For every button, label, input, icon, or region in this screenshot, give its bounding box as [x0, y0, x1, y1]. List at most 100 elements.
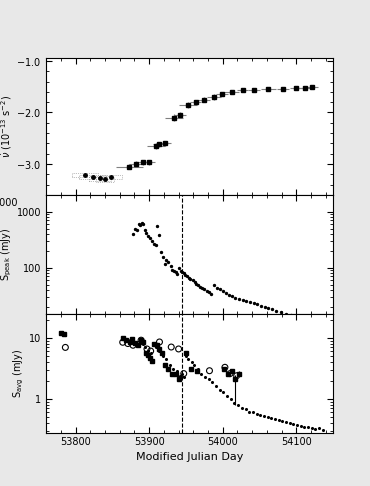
- Point: [204, 287, 209, 295]
- Point: [227, 370, 233, 378]
- Point: [138, 336, 144, 344]
- Point: [288, 312, 294, 319]
- Point: [234, 372, 240, 380]
- Point: [197, 283, 203, 291]
- Point: [206, 375, 212, 383]
- Point: [162, 260, 168, 268]
- Point: [125, 340, 131, 347]
- Point: [283, 418, 289, 426]
- Point: [235, 401, 241, 409]
- Point: [131, 340, 137, 347]
- Point: [157, 338, 162, 346]
- Point: [181, 269, 187, 277]
- Point: [168, 343, 174, 351]
- Point: [140, 220, 146, 227]
- Point: [322, 322, 328, 330]
- Point: [163, 355, 169, 363]
- Point: [206, 289, 212, 296]
- Point: [302, 423, 307, 431]
- Point: [268, 415, 274, 422]
- Point: [181, 370, 187, 378]
- Y-axis label: S$_{\mathrm{avg}}$ (mJy): S$_{\mathrm{avg}}$ (mJy): [12, 348, 26, 398]
- Point: [145, 232, 151, 240]
- Point: [144, 345, 150, 353]
- Point: [130, 230, 136, 238]
- Bar: [72, 174, 98, 177]
- Point: [213, 382, 219, 390]
- Point: [171, 267, 177, 275]
- Point: [232, 399, 238, 407]
- Point: [153, 242, 159, 249]
- Point: [143, 229, 149, 237]
- Point: [236, 295, 242, 302]
- Text: 1000: 1000: [0, 198, 18, 208]
- Point: [202, 373, 208, 381]
- Point: [132, 225, 138, 232]
- Point: [125, 337, 131, 345]
- Point: [272, 415, 278, 423]
- Point: [195, 281, 201, 289]
- Point: [178, 267, 184, 275]
- Point: [120, 338, 126, 346]
- Point: [250, 299, 256, 307]
- Point: [171, 365, 176, 373]
- Point: [258, 302, 264, 310]
- Point: [279, 417, 285, 424]
- Point: [226, 291, 232, 298]
- Bar: [89, 176, 111, 180]
- Point: [189, 358, 195, 365]
- Point: [312, 425, 318, 433]
- Point: [224, 393, 230, 400]
- Point: [183, 352, 189, 360]
- Point: [294, 421, 300, 429]
- Point: [187, 276, 193, 283]
- Point: [173, 269, 179, 277]
- Point: [294, 313, 300, 321]
- Point: [134, 341, 140, 349]
- Point: [309, 424, 314, 432]
- Point: [273, 307, 279, 314]
- Point: [208, 290, 214, 298]
- Point: [174, 270, 180, 278]
- Point: [147, 234, 153, 242]
- X-axis label: Modified Julian Day: Modified Julian Day: [136, 451, 243, 462]
- Point: [137, 338, 142, 346]
- Bar: [96, 177, 114, 182]
- Point: [211, 281, 217, 289]
- Point: [316, 424, 322, 432]
- Point: [193, 279, 199, 287]
- Point: [185, 355, 191, 363]
- Point: [157, 347, 162, 355]
- Point: [217, 285, 223, 293]
- Point: [148, 347, 154, 355]
- Point: [160, 352, 166, 360]
- Point: [139, 340, 145, 347]
- Point: [276, 416, 282, 424]
- Y-axis label: S$_{\mathrm{peak}}$ (mJy): S$_{\mathrm{peak}}$ (mJy): [0, 228, 14, 281]
- Point: [206, 367, 212, 375]
- Point: [195, 365, 201, 373]
- Point: [189, 277, 195, 284]
- Point: [165, 259, 171, 266]
- Point: [130, 341, 136, 349]
- Point: [265, 304, 271, 312]
- Point: [174, 367, 180, 375]
- Point: [163, 257, 169, 264]
- Point: [254, 300, 260, 308]
- Point: [179, 370, 185, 378]
- Point: [145, 347, 151, 355]
- Point: [169, 266, 175, 274]
- Point: [167, 361, 173, 369]
- Point: [168, 262, 174, 270]
- Point: [247, 298, 253, 306]
- Point: [223, 289, 229, 297]
- Point: [228, 395, 234, 403]
- Point: [136, 220, 142, 228]
- Point: [139, 219, 145, 226]
- Point: [137, 221, 143, 229]
- Point: [142, 343, 148, 351]
- Point: [261, 412, 267, 420]
- Point: [201, 285, 207, 293]
- Point: [240, 296, 246, 304]
- Point: [217, 386, 223, 394]
